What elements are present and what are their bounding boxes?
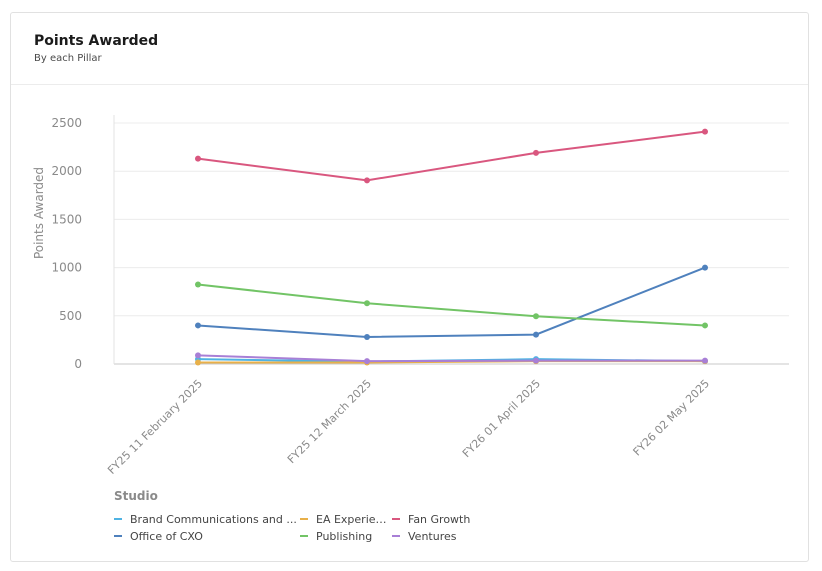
data-point[interactable] [195,155,201,162]
legend-swatch [392,518,400,520]
legend-item[interactable]: Brand Communications and ... [114,511,300,527]
legend-title: Studio [114,489,158,503]
data-point[interactable] [533,357,539,364]
legend-swatch [300,535,308,537]
series-line [197,354,705,363]
x-tick-label: FY25 11 February 2025 [105,377,205,477]
x-tick-label: FY25 12 March 2025 [285,377,374,466]
card-header: Points Awarded By each Pillar [11,13,808,85]
legend: Brand Communications and ... EA Experienc… [114,511,502,544]
series-office-of-cxo [195,264,708,341]
legend-item-label: Publishing [316,529,373,543]
series-publishing [195,281,708,329]
series-line [197,283,706,327]
y-tick-label: 500 [59,309,82,323]
y-tick-label: 0 [74,357,82,371]
legend-swatch [114,518,122,520]
data-point[interactable] [364,177,370,184]
data-point[interactable] [364,300,370,307]
series-fan-growth [195,128,708,184]
data-point[interactable] [533,313,539,320]
data-point[interactable] [364,358,370,365]
legend-item[interactable]: Ventures [392,528,502,544]
data-point[interactable] [702,264,708,271]
line-chart: 0 500 1000 1500 2000 2500 FY25 11 February 20… [32,115,789,477]
series-line [197,130,706,182]
y-tick-label: 1000 [51,261,82,275]
data-point[interactable] [702,322,708,329]
y-axis-label: Points Awarded [32,167,46,259]
legend-item-label: EA Experiences [316,512,392,526]
legend-item-label: Office of CXO [130,529,203,543]
legend-item[interactable]: EA Experiences [300,511,392,527]
x-axis-ticks: FY25 11 February 2025 FY25 12 March 2025 F… [105,377,712,477]
gridlines [113,115,789,365]
y-tick-label: 2000 [51,164,82,178]
legend-item-label: Brand Communications and ... [130,512,297,526]
data-point[interactable] [195,281,201,288]
legend-item-label: Fan Growth [408,512,471,526]
legend-swatch [392,535,400,537]
chart-title: Points Awarded [34,33,159,49]
series-line [197,266,706,339]
chart-subtitle: By each Pillar [34,53,102,64]
data-point[interactable] [195,322,201,329]
y-axis-ticks: 0 500 1000 1500 2000 2500 [51,116,82,371]
x-tick-label: FY26 02 May 2025 [631,377,713,459]
legend-item[interactable]: Office of CXO [114,528,300,544]
data-point[interactable] [533,149,539,156]
chart-card: Points Awarded By each Pillar 0 500 1000 15… [10,12,809,562]
data-point[interactable] [702,128,708,135]
data-point[interactable] [195,359,201,366]
y-tick-label: 2500 [51,116,82,130]
data-point[interactable] [533,331,539,338]
legend-item-label: Ventures [408,529,457,543]
legend-item[interactable]: Publishing [300,528,392,544]
legend-swatch [300,518,308,520]
x-tick-label: FY26 01 April 2025 [460,377,543,460]
data-point[interactable] [702,357,708,364]
legend-swatch [114,535,122,537]
data-point[interactable] [195,352,201,359]
y-tick-label: 1500 [51,212,82,226]
data-point[interactable] [364,334,370,341]
legend-item[interactable]: Fan Growth [392,511,502,527]
series-lines [195,128,708,366]
series-ventures [195,352,708,365]
